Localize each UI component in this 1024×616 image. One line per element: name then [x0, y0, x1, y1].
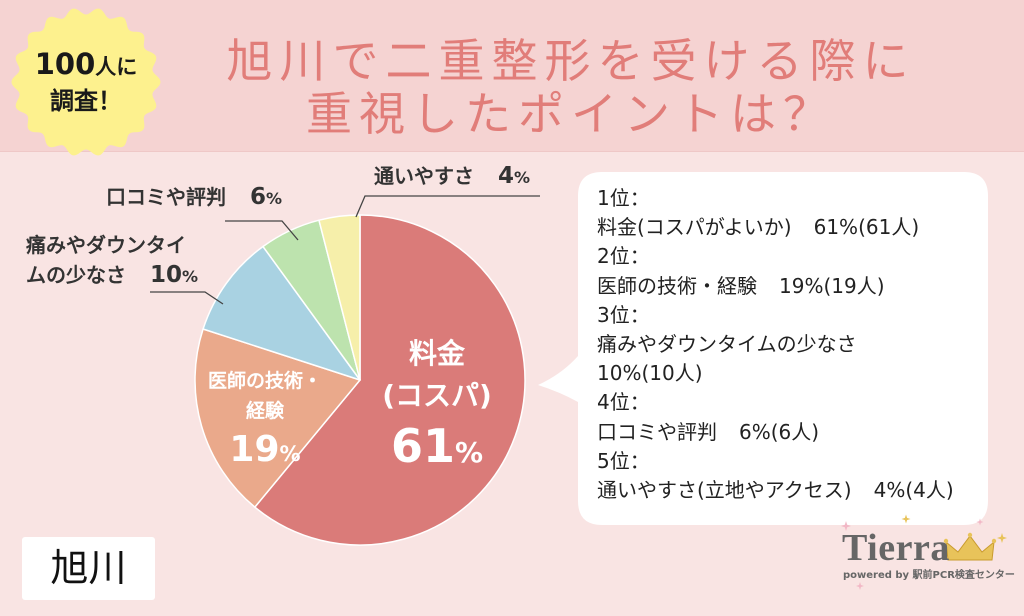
rank-line: 痛みやダウンタイムの少なさ 10%(10人) [597, 330, 981, 388]
slice-label-price-value: 61% [367, 418, 507, 485]
slice-label-doctor-skill-line-2: 経験 [245, 400, 284, 422]
title-line-2: 重視したポイントは？ [306, 87, 836, 141]
slice-label-reviews: 口コミや評判 6% [106, 182, 282, 214]
title-line-1: 旭川で二重整形を受ける際に [226, 34, 916, 88]
rank-item-value: 61%(61人) [813, 215, 920, 240]
slice-label-doctor-skill: 医師の技術・ 経験 19% [200, 366, 330, 480]
slice-value-reviews: 6 [250, 184, 267, 210]
pie-slice-price [254, 214, 526, 546]
location-tag: 旭川 [22, 537, 155, 600]
logo-decoration [841, 514, 1007, 590]
slice-label-reviews-text: 口コミや評判 [106, 185, 226, 209]
slice-label-price-line-2: (コスパ) [382, 379, 492, 412]
slice-label-downtime-line-1: 痛みやダウンタイ [26, 233, 186, 257]
slice-label-downtime-line-2-text: ムの少なさ [26, 263, 126, 287]
logo-wordmark: Tierra [842, 527, 950, 569]
slice-label-price-line-1: 料金 [408, 337, 465, 370]
leader-line-access [355, 195, 540, 218]
leader-line-reviews [225, 220, 299, 241]
rank-label: 2位： [597, 244, 650, 269]
ranking-item-4: 4位： 口コミや評判 6%(6人) [597, 388, 981, 446]
rank-line: 料金(コスパがよいか) 61%(61人) [597, 213, 981, 242]
slice-label-access-text: 通いやすさ [374, 164, 474, 188]
badge-count: 100 [34, 47, 96, 81]
ranking-item-3: 3位： 痛みやダウンタイムの少なさ 10%(10人) [597, 301, 981, 389]
percent-unit: % [279, 442, 301, 466]
pie-slice-doctor-skill [194, 328, 361, 508]
rank-line: 口コミや評判 6%(6人) [597, 418, 981, 447]
header-band [0, 0, 1024, 152]
starburst-badge-icon [11, 8, 161, 156]
rank-label: 5位： [597, 448, 650, 473]
logo-tagline: powered by 駅前PCR検査センター [843, 570, 1015, 581]
rank-label: 1位： [597, 186, 650, 210]
ranking-speech-bubble [538, 172, 988, 525]
slice-value-downtime: 10 [150, 262, 183, 288]
percent-unit: % [454, 436, 484, 469]
slice-value-access: 4 [498, 163, 515, 189]
rank-item-value: 4%(4人) [873, 478, 954, 503]
rank-item-name: 通いやすさ(立地やアクセス) [597, 478, 852, 503]
ranking-item-2: 2位： 医師の技術・経験 19%(19人) [597, 242, 981, 300]
ranking-list: 1位： 料金(コスパがよいか) 61%(61人) 2位： 医師の技術・経験 19%(… [597, 184, 981, 505]
rank-line: 医師の技術・経験 19%(19人) [597, 272, 981, 301]
slice-label-doctor-skill-line-1: 医師の技術・ [207, 370, 322, 392]
rank-item-name: 料金(コスパがよいか) [597, 215, 792, 240]
slice-label-access: 通いやすさ 4% [374, 161, 530, 193]
badge-line-2: 調査！ [50, 87, 122, 115]
rank-item-name: 医師の技術・経験 [597, 273, 757, 298]
rank-label: 3位： [597, 302, 650, 327]
slice-label-price: 料金 (コスパ) 61% [367, 334, 507, 485]
page-title: 旭川で二重整形を受ける際に 重視したポイントは？ [171, 35, 971, 141]
slice-label-downtime: 痛みやダウンタイ ムの少なさ 10% [26, 230, 198, 292]
pie-slice-downtime [202, 245, 361, 381]
sparkle-icon [901, 514, 1007, 543]
rank-item-name: 口コミや評判 [597, 419, 717, 444]
crown-icon [943, 532, 997, 561]
rank-item-value: 19%(19人) [779, 273, 885, 298]
rank-item-name: 痛みやダウンタイムの少なさ [597, 332, 857, 357]
slice-value-price: 61 [390, 419, 455, 473]
rank-label: 4位： [597, 390, 650, 415]
percent-unit: % [514, 168, 531, 187]
slice-value-doctor-skill: 19 [229, 429, 280, 470]
slice-label-doctor-skill-value: 19% [200, 426, 330, 480]
rank-item-value: 10%(10人) [597, 361, 703, 386]
percent-unit: % [182, 267, 199, 286]
slice-label-downtime-line-2: ムの少なさ 10% [26, 260, 198, 292]
pie-slice-access [318, 214, 361, 381]
rank-line: 通いやすさ(立地やアクセス) 4%(4人) [597, 476, 981, 505]
ranking-item-1: 1位： 料金(コスパがよいか) 61%(61人) [597, 184, 981, 242]
sparkle-icon [841, 518, 984, 590]
ranking-item-5: 5位： 通いやすさ(立地やアクセス) 4%(4人) [597, 447, 981, 505]
survey-badge: 100人に 調査！ [16, 44, 156, 118]
rank-item-value: 6%(6人) [739, 419, 820, 444]
percent-unit: % [266, 189, 283, 208]
badge-count-suffix: 人に [95, 55, 138, 79]
starburst-shape [11, 8, 161, 156]
badge-line-1: 100人に [16, 44, 156, 84]
pie-slices [194, 214, 526, 546]
leader-line-downtime [150, 291, 224, 305]
